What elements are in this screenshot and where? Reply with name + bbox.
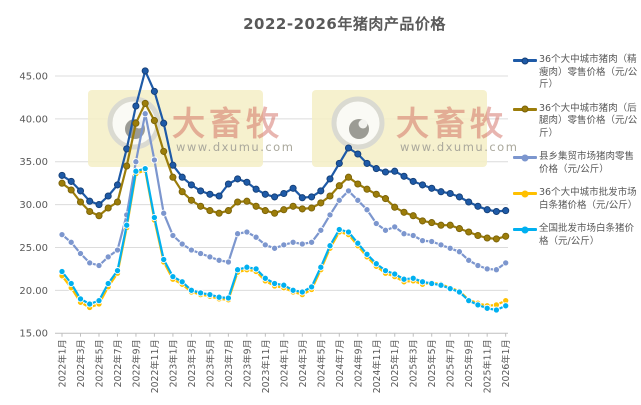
series-2 <box>58 110 510 274</box>
y-axis-labels: 15.00 20.00 25.00 30.00 35.00 40.00 45.00 <box>19 72 48 340</box>
svg-text:2024年1月: 2024年1月 <box>278 339 290 387</box>
legend-label: 全国批发市场白条猪价格（元/公斤） <box>539 223 635 247</box>
svg-text:2023年5月: 2023年5月 <box>204 339 216 387</box>
chart-legend: 36个大中城市猪肉（精瘦肉）零售价格（元/公斤） 36个大中城市猪肉（后腿肉）零售… <box>513 54 639 248</box>
legend-label: 县乡集贸市场猪肉零售价格（元/公斤） <box>539 151 635 175</box>
svg-text:2025年9月: 2025年9月 <box>463 339 475 387</box>
svg-text:2022年11月: 2022年11月 <box>149 339 161 393</box>
svg-text:2025年7月: 2025年7月 <box>445 339 457 387</box>
legend-item-0: 36个大中城市猪肉（精瘦肉）零售价格（元/公斤） <box>513 54 639 92</box>
svg-text:2024年9月: 2024年9月 <box>352 339 364 387</box>
legend-label: 36个大中城市猪肉（后腿肉）零售价格（元/公斤） <box>539 102 638 139</box>
x-axis-labels: 2022年1月 2022年3月 2022年5月 2022年7月 2022年9月 2022年… <box>57 333 512 393</box>
svg-text:2022年3月: 2022年3月 <box>75 339 87 387</box>
svg-text:45.00: 45.00 <box>19 72 48 83</box>
svg-text:2025年5月: 2025年5月 <box>426 339 438 387</box>
legend-label: 36个大中城市批发市场白条猪价格（元/公斤） <box>539 187 638 211</box>
svg-text:www.dxumu.com: www.dxumu.com <box>176 140 294 154</box>
svg-text:www.dxumu.com: www.dxumu.com <box>400 140 518 154</box>
legend-item-4: 全国批发市场白条猪价格（元/公斤） <box>513 223 639 248</box>
svg-text:2022年1月: 2022年1月 <box>57 339 69 387</box>
svg-text:35.00: 35.00 <box>19 157 48 168</box>
legend-item-3: 36个大中城市批发市场白条猪价格（元/公斤） <box>513 187 639 212</box>
svg-text:25.00: 25.00 <box>19 243 48 254</box>
svg-text:2023年1月: 2023年1月 <box>167 339 179 387</box>
svg-text:2022年7月: 2022年7月 <box>112 339 124 387</box>
legend-marker-icon <box>513 105 537 113</box>
svg-text:2026年1月: 2026年1月 <box>500 339 512 387</box>
legend-label: 36个大中城市猪肉（精瘦肉）零售价格（元/公斤） <box>539 54 638 91</box>
series-0 <box>58 67 510 216</box>
series-1 <box>58 99 510 243</box>
legend-marker-icon <box>513 57 537 64</box>
svg-text:2022年9月: 2022年9月 <box>130 339 142 387</box>
svg-text:20.00: 20.00 <box>19 286 48 297</box>
svg-text:2025年1月: 2025年1月 <box>389 339 401 387</box>
svg-text:2023年7月: 2023年7月 <box>223 339 235 387</box>
svg-text:2024年11月: 2024年11月 <box>371 339 383 393</box>
svg-text:2022年5月: 2022年5月 <box>93 339 105 387</box>
svg-text:2025年11月: 2025年11月 <box>482 339 494 393</box>
svg-text:2023年11月: 2023年11月 <box>260 339 272 393</box>
svg-text:15.00: 15.00 <box>19 329 48 340</box>
svg-text:2024年7月: 2024年7月 <box>334 339 346 387</box>
svg-text:2024年3月: 2024年3月 <box>297 339 309 387</box>
legend-item-1: 36个大中城市猪肉（后腿肉）零售价格（元/公斤） <box>513 103 639 141</box>
chart-title: 2022-2026年猪肉产品价格 <box>243 15 446 33</box>
svg-text:2023年3月: 2023年3月 <box>186 339 198 387</box>
legend-marker-icon <box>513 154 537 162</box>
svg-text:大畜牧: 大畜牧 <box>396 104 507 143</box>
svg-text:40.00: 40.00 <box>19 114 48 125</box>
svg-text:2024年5月: 2024年5月 <box>315 339 327 387</box>
svg-text:2023年9月: 2023年9月 <box>241 339 253 387</box>
svg-text:2025年3月: 2025年3月 <box>408 339 420 387</box>
series-4 <box>58 165 510 314</box>
legend-marker-icon <box>513 190 537 198</box>
legend-item-2: 县乡集贸市场猪肉零售价格（元/公斤） <box>513 151 639 176</box>
svg-text:30.00: 30.00 <box>19 200 48 211</box>
legend-marker-icon <box>513 226 537 234</box>
svg-text:大畜牧: 大畜牧 <box>172 104 283 143</box>
